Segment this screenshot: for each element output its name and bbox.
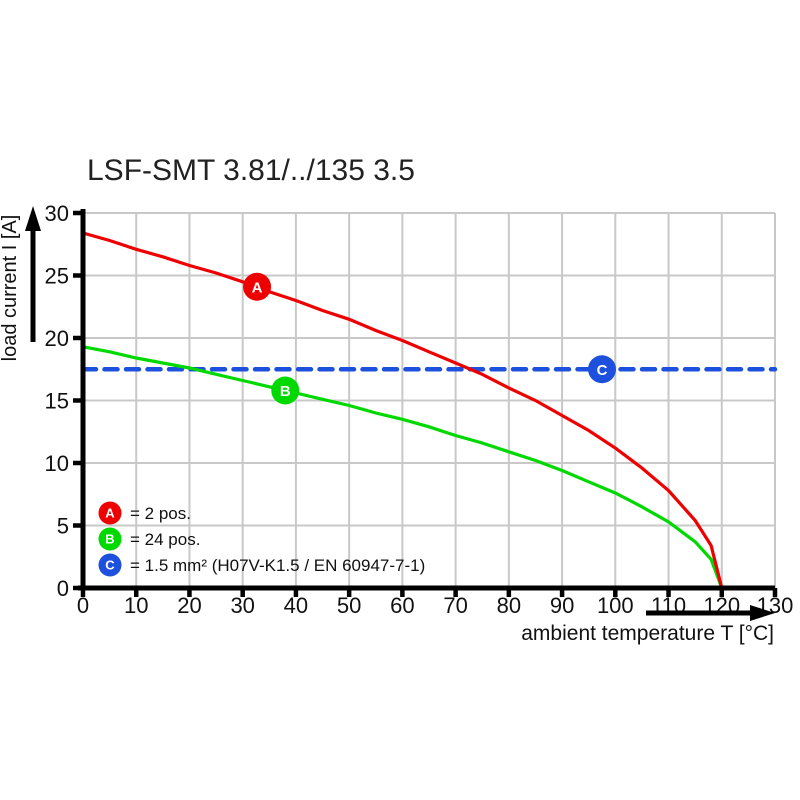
x-tick-label: 40 xyxy=(284,593,308,618)
marker-B-letter: B xyxy=(280,383,291,400)
x-tick-label: 50 xyxy=(337,593,361,618)
y-axis-arrowhead-icon xyxy=(25,206,41,231)
legend-marker-B-letter: B xyxy=(105,532,114,547)
x-tick-label: 60 xyxy=(390,593,414,618)
legend-label-B: = 24 pos. xyxy=(130,530,200,549)
x-axis-title: ambient temperature T [°C] xyxy=(521,622,774,645)
y-tick-label: 15 xyxy=(45,389,69,414)
x-tick-label: 100 xyxy=(597,593,634,618)
marker-C xyxy=(588,355,616,384)
marker-C-letter: C xyxy=(597,362,608,379)
y-tick-label: 25 xyxy=(45,264,69,289)
x-axis-arrowhead-icon xyxy=(750,605,775,621)
legend-label-A: = 2 pos. xyxy=(130,504,191,523)
legend-marker-A xyxy=(98,501,122,525)
chart-title: LSF-SMT 3.81/../135 3.5 xyxy=(87,154,415,187)
legend-marker-C-letter: C xyxy=(105,558,115,573)
x-tick-label: 30 xyxy=(230,593,254,618)
y-tick-label: 20 xyxy=(45,326,69,351)
legend-marker-B xyxy=(98,527,122,551)
x-tick-label: 0 xyxy=(77,593,89,618)
marker-A-letter: A xyxy=(252,279,263,296)
x-tick-label: 20 xyxy=(177,593,201,618)
y-axis-title: load current I [A] xyxy=(0,215,21,362)
x-tick-label: 70 xyxy=(443,593,467,618)
y-tick-label: 0 xyxy=(57,576,69,601)
x-tick-label: 10 xyxy=(124,593,148,618)
x-tick-label: 80 xyxy=(497,593,521,618)
x-tick-label: 90 xyxy=(550,593,574,618)
marker-A xyxy=(243,272,272,301)
y-tick-label: 30 xyxy=(45,201,69,226)
legend-marker-A-letter: A xyxy=(105,506,115,521)
marker-B xyxy=(271,376,300,405)
curve-B xyxy=(81,345,724,590)
y-tick-label: 10 xyxy=(45,451,69,476)
legend-marker-C xyxy=(98,553,122,577)
curve-A xyxy=(81,231,724,590)
legend-label-C: = 1.5 mm² (H07V-K1.5 / EN 60947-7-1) xyxy=(130,556,425,575)
y-tick-label: 5 xyxy=(57,514,69,539)
